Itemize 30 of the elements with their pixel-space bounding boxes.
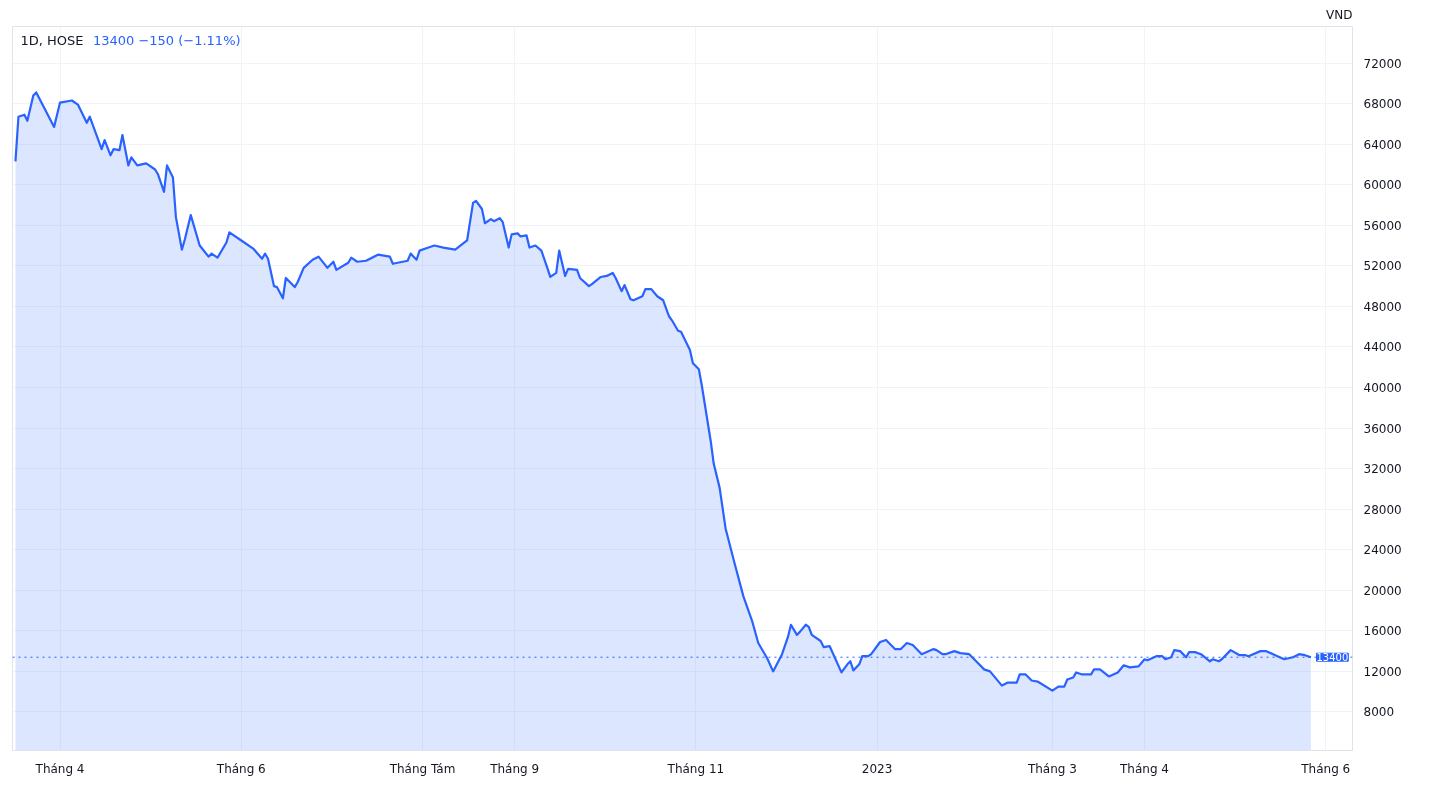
- y-tick-label: 40000: [1363, 380, 1402, 395]
- y-tick-label: 44000: [1363, 340, 1402, 355]
- y-tick-label: 64000: [1363, 137, 1402, 152]
- y-tick-label: 24000: [1363, 543, 1402, 558]
- y-tick-label: 32000: [1363, 462, 1402, 477]
- x-tick-label: Tháng 9: [489, 761, 540, 776]
- y-tick-label: 72000: [1363, 56, 1402, 71]
- x-tick-label: Tháng 4: [34, 761, 85, 776]
- x-tick-label: Tháng 3: [1026, 761, 1077, 776]
- y-tick-label: 36000: [1363, 421, 1402, 436]
- text: 13400 −150 (−1.11%): [92, 33, 241, 48]
- y-tick-label: 16000: [1363, 624, 1402, 639]
- y-axis-title: VND: [1326, 7, 1353, 22]
- y-tick-label: 28000: [1363, 502, 1402, 517]
- ref-line-label: 13400: [1316, 652, 1349, 664]
- x-tick-label: Tháng 6: [1300, 761, 1351, 776]
- y-tick-label: 56000: [1363, 218, 1402, 233]
- y-tick-label: 48000: [1363, 299, 1402, 314]
- y-tick-label: 12000: [1363, 664, 1402, 679]
- x-tick-label: Tháng 11: [666, 761, 725, 776]
- x-tick-label: Tháng Tám: [388, 761, 456, 776]
- text: 1D, HOSE: [20, 33, 84, 48]
- y-tick-label: 60000: [1363, 178, 1402, 193]
- y-tick-label: 52000: [1363, 259, 1402, 274]
- x-tick-label: Tháng 4: [1119, 761, 1170, 776]
- y-tick-label: 8000: [1363, 705, 1395, 720]
- y-tick-label: 68000: [1363, 97, 1402, 112]
- x-tick-label: 2023: [861, 761, 893, 776]
- x-tick-label: Tháng 6: [215, 761, 266, 776]
- y-tick-label: 20000: [1363, 583, 1402, 598]
